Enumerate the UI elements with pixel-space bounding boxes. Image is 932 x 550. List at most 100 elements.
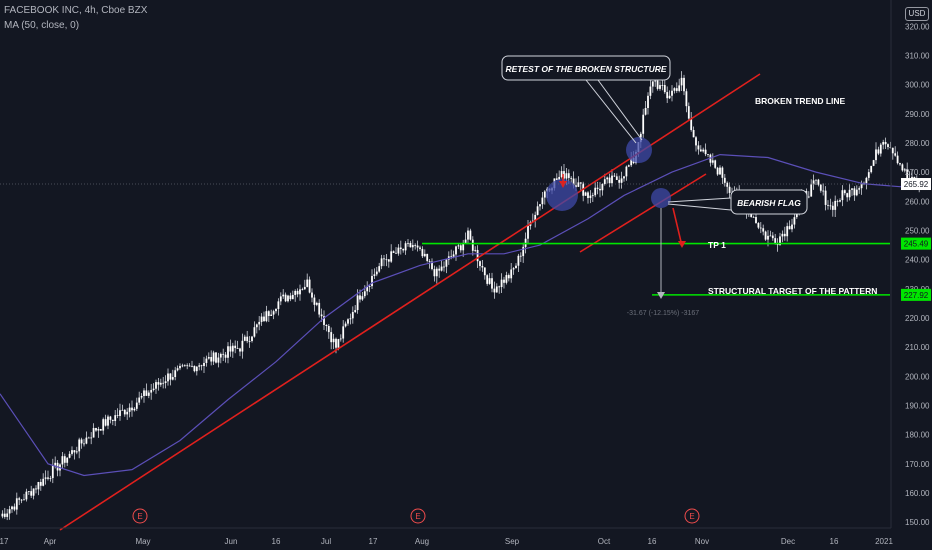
candle-body [899,163,901,165]
candle-body [138,397,141,403]
candle-body [901,164,904,171]
candle-body [99,429,102,431]
candle-body [759,227,762,229]
candle-body [455,246,457,255]
time-tick-label: 16 [830,537,839,546]
candle-body [599,188,601,191]
candle-body [522,246,525,257]
candle-body [690,118,693,130]
candle-body [243,336,246,341]
candle-body [363,291,366,297]
candle-body [308,279,311,293]
candle-body [152,388,155,390]
candle-body [611,175,613,184]
candle-body [217,357,220,363]
candle-body [203,362,205,367]
candle-body [433,269,436,277]
candle-body [791,224,793,230]
candle-body [224,354,227,358]
callout-pointer [667,203,732,211]
candle-body [716,167,719,175]
callout-pointer [597,79,643,141]
candle-body [519,255,522,257]
candle-body [397,247,400,254]
current-price-badge [901,178,931,191]
candle-body [843,190,846,194]
time-tick-label: 17 [369,537,378,546]
price-axis: 150.00 160.00 170.00 180.00 190.00 200.00 210.… [890,0,931,528]
candle-body [171,377,174,380]
candle-body [147,392,150,396]
candle-body [248,341,251,342]
candle-body [347,319,349,324]
measure-label: -31.67 (-12.15%) -3167 [627,310,699,317]
candle-body [488,278,491,284]
candle-body [313,297,316,305]
candle-body [577,182,580,187]
candle-body [459,245,462,251]
callout-pointer [585,79,637,144]
candle-body [440,266,443,271]
candle-body [872,160,875,166]
down-arrow [672,207,683,247]
candle-body [894,153,897,156]
candle-body [875,149,877,161]
candle-body [860,182,863,189]
candle-body [903,169,906,171]
candle-body [762,228,765,232]
candle-body [174,370,177,378]
time-tick-label: Sep [505,537,520,546]
candle-body [32,488,35,496]
indicator-label[interactable]: MA (50, close, 0) [4,20,80,31]
candle-body [95,427,97,431]
candle-body [443,266,445,268]
candle-body [75,451,78,453]
candle-body [169,373,172,380]
candle-body [234,345,237,349]
candle-body [824,190,827,205]
time-tick-label: Aug [415,537,429,546]
candle-body [92,427,95,438]
candle-body [11,506,13,510]
highlight-circle [651,188,671,208]
candle-body [570,177,573,179]
time-tick-label: Jun [225,537,238,546]
candle-body [680,77,683,86]
currency-badge[interactable]: USD [905,7,929,21]
candle-body [20,499,23,501]
candle-body [359,295,361,300]
candle-body [879,144,882,154]
candle-body [54,462,57,466]
symbol-title[interactable]: FACEBOOK INC, 4h, Cboe BZX [4,5,148,16]
candle-body [858,188,861,190]
candle-body [85,437,88,444]
bearish-flag-label: BEARISH FLAG [737,198,801,208]
candle-body [462,243,465,251]
candle-body [467,230,469,240]
candle-body [339,338,342,340]
candle-body [1,513,4,517]
candle-body [296,290,299,295]
candle-body [834,200,837,210]
candle-body [435,268,438,277]
candle-body [771,235,774,239]
candle-body [299,289,301,295]
candle-body [752,216,755,218]
candle-body [78,439,81,452]
candle-body [783,233,786,237]
candle-body [817,179,820,185]
candle-body [23,499,25,501]
candle-body [848,189,851,198]
candle-body [579,182,582,184]
candle-body [483,267,486,276]
candle-body [195,366,198,372]
price-tick-label: 320.00 [905,22,930,31]
candle-body [457,245,460,247]
candle-body [685,91,688,107]
candle-body [61,456,64,465]
candle-body [387,259,390,262]
candle-body [819,184,822,191]
candle-body [260,316,263,322]
